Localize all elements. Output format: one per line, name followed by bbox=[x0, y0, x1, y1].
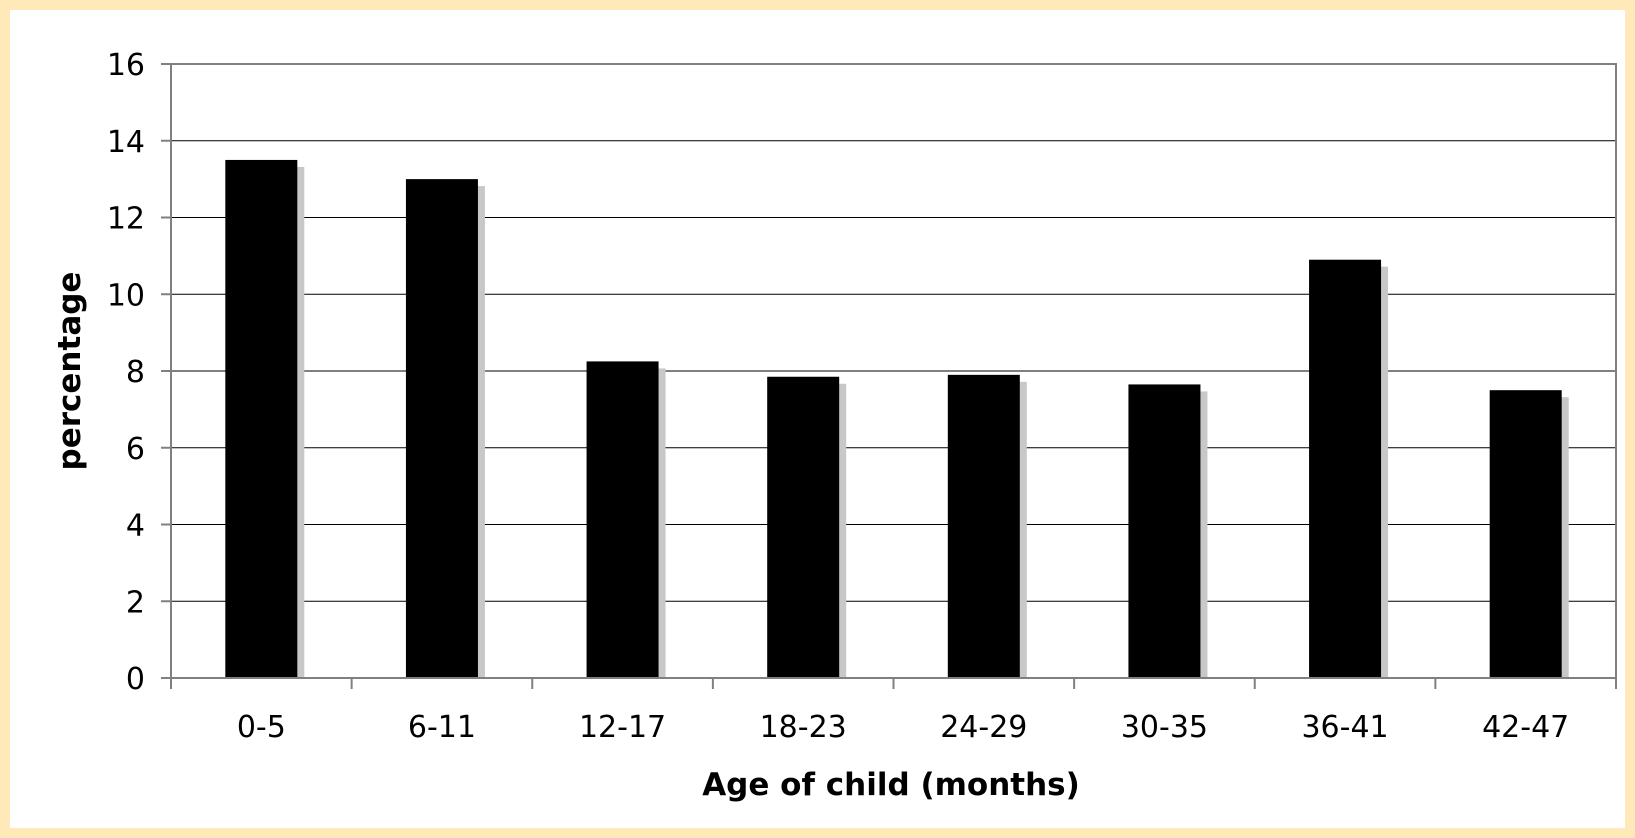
y-tick-label: 16 bbox=[107, 48, 145, 83]
bar-42-47 bbox=[1489, 390, 1562, 678]
y-tick-label: 0 bbox=[126, 662, 145, 697]
bar-12-17 bbox=[586, 361, 659, 678]
y-tick-label: 8 bbox=[126, 355, 145, 390]
y-axis-title: percentage bbox=[52, 272, 88, 471]
y-tick-label: 10 bbox=[107, 278, 145, 313]
bar-18-23 bbox=[767, 376, 840, 678]
x-tick-label: 30-35 bbox=[1121, 710, 1208, 745]
x-tick-label: 6-11 bbox=[408, 710, 476, 745]
x-tick-label: 12-17 bbox=[579, 710, 666, 745]
y-tick-label: 6 bbox=[126, 432, 145, 467]
y-tick-labels: 0 2 4 6 8 10 12 14 16 bbox=[107, 48, 145, 697]
x-tick-label: 18-23 bbox=[760, 710, 847, 745]
y-tick-label: 4 bbox=[126, 509, 145, 544]
bar-36-41 bbox=[1309, 259, 1382, 678]
bar-0-5 bbox=[225, 159, 298, 678]
axes bbox=[161, 63, 1617, 689]
x-tick-label: 0-5 bbox=[237, 710, 286, 745]
y-tick-label: 2 bbox=[126, 585, 145, 620]
bar-30-35 bbox=[1128, 384, 1201, 678]
x-tick-label: 42-47 bbox=[1482, 710, 1569, 745]
y-tick-label: 14 bbox=[107, 125, 145, 160]
x-tick-labels: 0-5 6-11 12-17 18-23 24-29 30-35 36-41 42-47 bbox=[237, 710, 1569, 745]
x-axis-title: Age of child (months) bbox=[702, 767, 1080, 803]
bar-24-29 bbox=[947, 374, 1020, 678]
x-tick-label: 24-29 bbox=[940, 710, 1027, 745]
bar-6-11 bbox=[405, 179, 478, 678]
y-tick-label: 12 bbox=[107, 202, 145, 237]
x-tick-label: 36-41 bbox=[1301, 710, 1388, 745]
gridlines bbox=[171, 63, 1616, 602]
bars bbox=[225, 159, 1562, 678]
